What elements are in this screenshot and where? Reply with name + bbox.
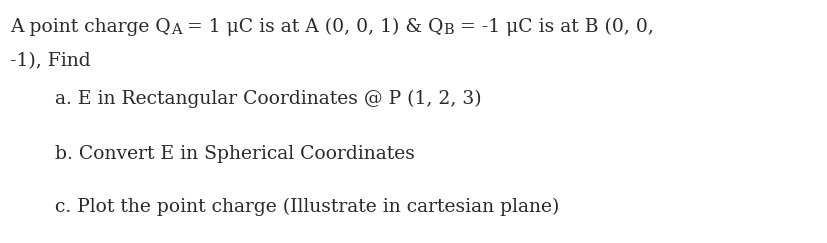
Text: c. Plot the point charge (Illustrate in cartesian plane): c. Plot the point charge (Illustrate in … (55, 198, 559, 216)
Text: b. Convert E in Spherical Coordinates: b. Convert E in Spherical Coordinates (55, 145, 414, 163)
Text: -1), Find: -1), Find (10, 52, 90, 70)
Text: A point charge Q: A point charge Q (10, 18, 170, 36)
Text: = 1 μC is at A (0, 0, 1) & Q: = 1 μC is at A (0, 0, 1) & Q (181, 18, 443, 36)
Text: A: A (170, 23, 181, 37)
Text: a. E in Rectangular Coordinates @ P (1, 2, 3): a. E in Rectangular Coordinates @ P (1, … (55, 90, 481, 108)
Text: = -1 μC is at B (0, 0,: = -1 μC is at B (0, 0, (454, 18, 653, 36)
Text: B: B (443, 23, 454, 37)
